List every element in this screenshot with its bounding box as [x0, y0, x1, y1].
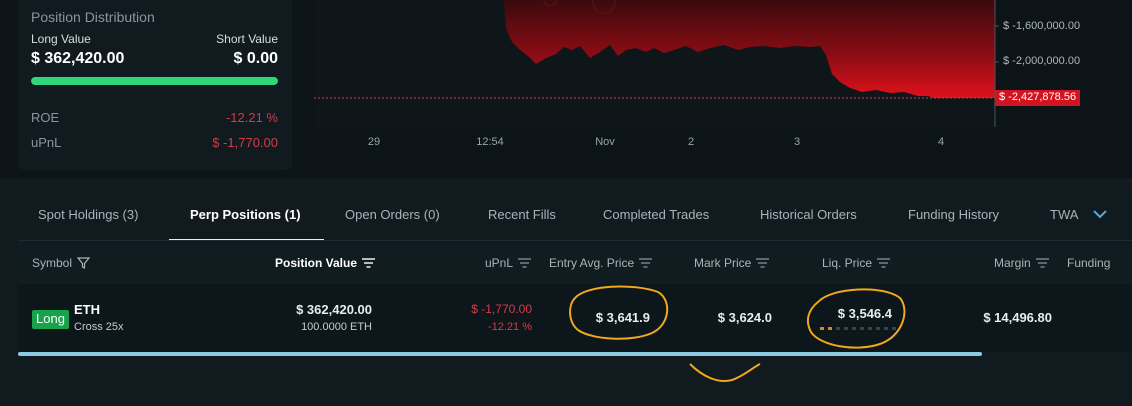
- symbol-name[interactable]: ETH: [74, 302, 100, 317]
- pnl-chart[interactable]: 29 12:54 Nov 2 3 4 $ -1,600,000.00 $ -2,…: [314, 0, 1132, 160]
- sort-icon[interactable]: [362, 258, 376, 268]
- short-value: $ 0.00: [233, 50, 278, 67]
- side-badge: Long: [32, 310, 69, 329]
- x-tick: 29: [367, 136, 381, 148]
- liq-risk-indicator: [820, 327, 896, 330]
- filter-icon[interactable]: [77, 257, 91, 269]
- sort-icon[interactable]: [1035, 258, 1049, 268]
- position-distribution-card: Position Distribution Long Value Short V…: [18, 0, 292, 170]
- sort-icon[interactable]: [756, 258, 770, 268]
- header-liq-price-label: Liq. Price: [822, 256, 873, 270]
- upnl-label: uPnL: [31, 135, 62, 150]
- pnl-chart-canvas: [314, 0, 999, 127]
- tab-twap[interactable]: TWA: [1050, 207, 1079, 222]
- upnl-value-cell: $ -1,770.00: [471, 302, 532, 316]
- header-position-value[interactable]: Position Value: [275, 256, 376, 270]
- current-value-tag: $ -2,427,878.56: [995, 90, 1081, 106]
- header-margin[interactable]: Margin: [994, 256, 1049, 270]
- tab-historical-orders[interactable]: Historical Orders: [760, 207, 857, 222]
- header-upnl-label: uPnL: [485, 256, 514, 270]
- tab-funding-history[interactable]: Funding History: [908, 207, 1000, 222]
- position-size: 100.0000 ETH: [301, 321, 372, 333]
- header-margin-label: Margin: [994, 256, 1031, 270]
- x-tick: 3: [793, 136, 801, 148]
- short-value-label: Short Value: [216, 32, 278, 46]
- tab-bar: Spot Holdings (3) Perp Positions (1) Ope…: [18, 178, 1132, 242]
- x-tick: 12:54: [476, 136, 504, 148]
- sort-icon[interactable]: [877, 258, 891, 268]
- header-upnl[interactable]: uPnL: [485, 256, 532, 270]
- header-symbol[interactable]: Symbol: [32, 256, 91, 270]
- y-tick: $ -2,000,000.00: [1003, 55, 1081, 67]
- margin-value: $ 14,496.80: [983, 310, 1052, 325]
- table-row[interactable]: Long ETH Cross 25x $ 362,420.00 100.0000…: [18, 284, 1132, 352]
- header-liq-price[interactable]: Liq. Price: [822, 256, 891, 270]
- liq-price: $ 3,546.4: [837, 306, 892, 321]
- header-funding[interactable]: Funding: [1067, 256, 1132, 270]
- header-mark-price-label: Mark Price: [694, 256, 752, 270]
- positions-panel: Spot Holdings (3) Perp Positions (1) Ope…: [0, 178, 1132, 406]
- y-tick: $ -1,600,000.00: [1003, 20, 1081, 32]
- upnl-value: $ -1,770.00: [212, 135, 278, 150]
- tab-recent-fills[interactable]: Recent Fills: [488, 207, 556, 222]
- header-entry-price-label: Entry Avg. Price: [549, 256, 635, 270]
- header-mark-price[interactable]: Mark Price: [694, 256, 770, 270]
- long-value-label: Long Value: [31, 32, 91, 46]
- position-distribution-title: Position Distribution: [31, 9, 155, 25]
- tab-open-orders[interactable]: Open Orders (0): [345, 207, 440, 222]
- long-value: $ 362,420.00: [31, 50, 125, 67]
- header-entry-price[interactable]: Entry Avg. Price: [549, 256, 653, 270]
- chevron-down-icon[interactable]: [1090, 204, 1110, 224]
- tab-divider: [18, 240, 1132, 241]
- roe-value-cell: -12.21 %: [487, 321, 532, 333]
- x-tick: 2: [687, 136, 695, 148]
- distribution-bar-fill: [31, 77, 278, 85]
- tab-perp-positions[interactable]: Perp Positions (1): [190, 207, 301, 222]
- header-symbol-label: Symbol: [32, 256, 73, 270]
- leverage-label: Cross 25x: [74, 321, 124, 333]
- tab-completed-trades[interactable]: Completed Trades: [603, 207, 710, 222]
- entry-price: $ 3,641.9: [595, 310, 650, 325]
- x-tick: Nov: [595, 136, 615, 148]
- sort-icon[interactable]: [518, 258, 532, 268]
- roe-value: -12.21 %: [225, 110, 278, 125]
- position-value: $ 362,420.00: [296, 302, 372, 317]
- distribution-bar: [31, 77, 278, 85]
- pnl-area: [504, 0, 995, 98]
- chart-watermark: [543, 0, 557, 7]
- mark-price: $ 3,624.0: [717, 310, 772, 325]
- tab-spot-holdings[interactable]: Spot Holdings (3): [38, 207, 139, 222]
- horizontal-scrollbar[interactable]: [18, 352, 982, 356]
- header-position-value-label: Position Value: [275, 256, 358, 270]
- x-tick: 4: [937, 136, 945, 148]
- top-section: Position Distribution Long Value Short V…: [0, 0, 1132, 178]
- sort-icon[interactable]: [639, 258, 653, 268]
- header-funding-label: Funding: [1067, 256, 1111, 270]
- table-header: Symbol Position Value uPnL Entry Avg. Pr…: [18, 242, 1132, 284]
- roe-label: ROE: [31, 110, 60, 125]
